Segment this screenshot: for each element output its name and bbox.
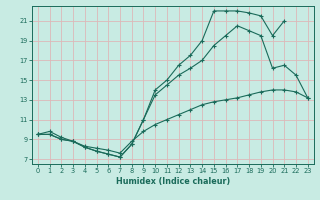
X-axis label: Humidex (Indice chaleur): Humidex (Indice chaleur) — [116, 177, 230, 186]
